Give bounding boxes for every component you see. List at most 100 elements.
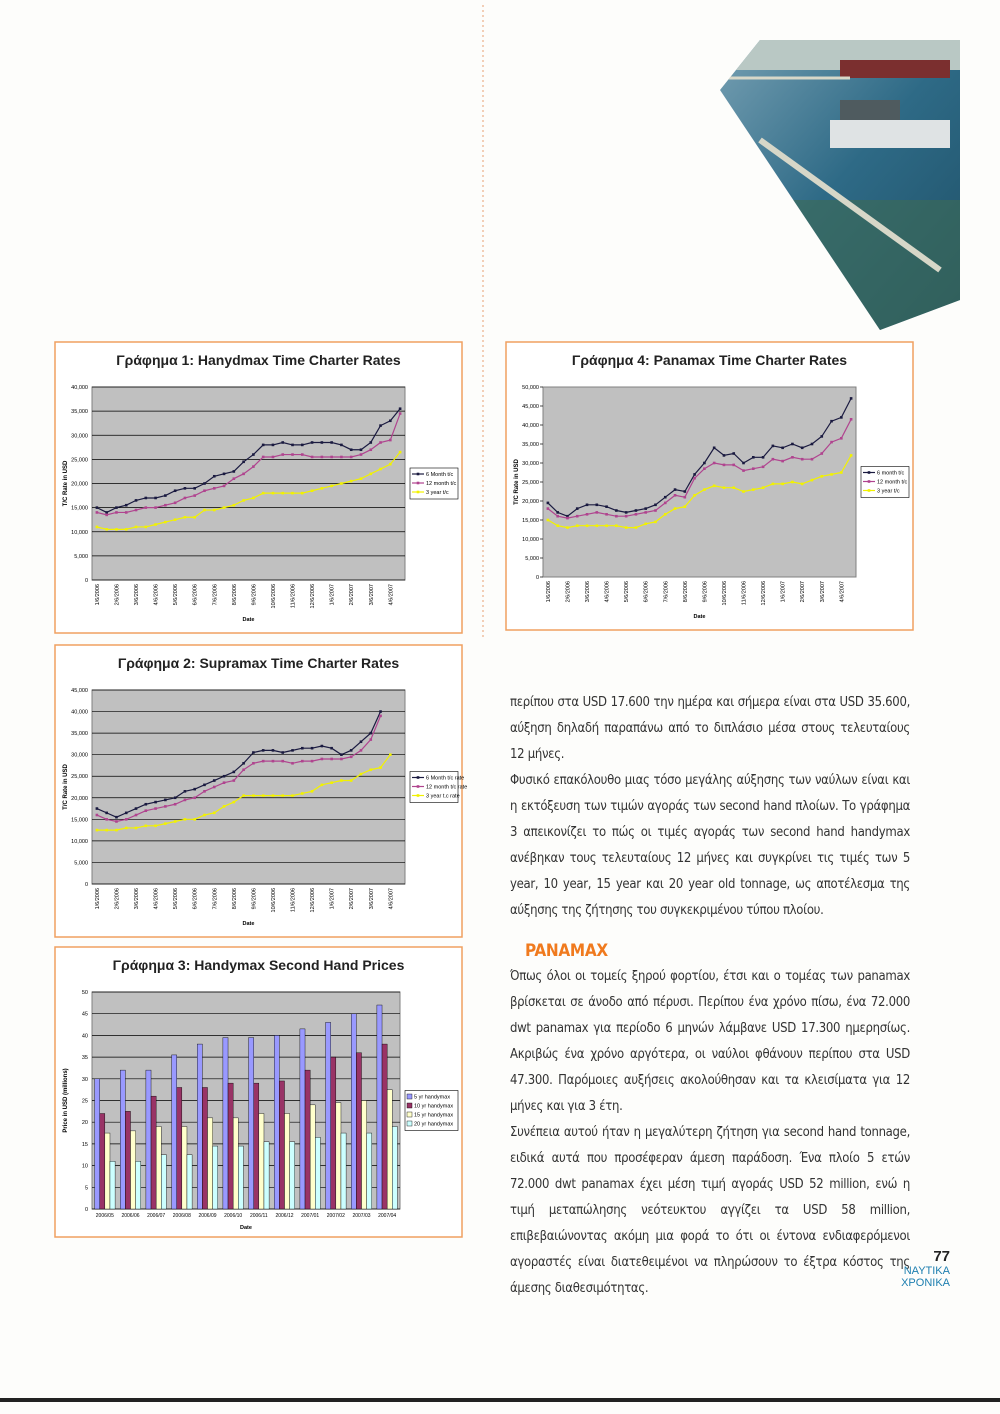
data-point bbox=[389, 462, 392, 466]
data-point bbox=[359, 740, 363, 744]
y-tick-label: 10,000 bbox=[71, 839, 88, 845]
data-point bbox=[585, 513, 589, 516]
series-line bbox=[547, 398, 852, 517]
data-point bbox=[183, 790, 187, 793]
series-line bbox=[547, 419, 852, 519]
bar bbox=[104, 1132, 111, 1210]
data-point bbox=[330, 455, 333, 459]
x-tick-label: 12/6/2006 bbox=[310, 584, 316, 608]
data-point bbox=[164, 822, 167, 825]
y-tick-label: 0 bbox=[536, 575, 539, 581]
legend-label: 12 month t/c rate bbox=[426, 785, 467, 791]
data-point bbox=[203, 783, 206, 787]
data-point bbox=[95, 506, 99, 509]
data-point bbox=[349, 455, 353, 459]
y-tick-label: 20 bbox=[82, 1120, 88, 1126]
data-point bbox=[173, 820, 177, 823]
x-tick-label: 5/6/2006 bbox=[173, 584, 179, 605]
brand: ΝΑΥΤΙΚΑ bbox=[903, 1265, 950, 1277]
data-point bbox=[261, 794, 265, 797]
data-point bbox=[330, 781, 333, 784]
data-point bbox=[379, 710, 382, 713]
x-tick-label: 5/6/2006 bbox=[173, 888, 179, 909]
legend-swatch bbox=[416, 481, 420, 485]
data-point bbox=[595, 503, 599, 507]
data-point bbox=[644, 522, 648, 526]
data-point bbox=[654, 503, 657, 507]
legend-swatch bbox=[867, 471, 871, 474]
data-point bbox=[732, 486, 736, 489]
data-point bbox=[232, 477, 236, 480]
x-tick-label: 2007/01 bbox=[301, 1213, 319, 1219]
data-point bbox=[379, 441, 382, 444]
x-tick-label: 2006/07 bbox=[147, 1213, 165, 1219]
y-axis-title: T/C Rate in USD bbox=[63, 763, 69, 809]
data-point bbox=[281, 441, 285, 444]
y-axis-title: T/C Rate in USD bbox=[63, 460, 69, 506]
x-tick-label: 2006/11 bbox=[250, 1213, 268, 1219]
x-tick-label: 7/6/2006 bbox=[212, 584, 218, 605]
data-point bbox=[546, 507, 550, 510]
x-tick-label: 11/6/2006 bbox=[742, 581, 748, 605]
data-point bbox=[605, 524, 608, 527]
data-point bbox=[771, 482, 775, 486]
data-point bbox=[340, 779, 343, 782]
data-point bbox=[791, 480, 794, 484]
data-point bbox=[359, 453, 363, 456]
data-point bbox=[389, 438, 392, 442]
bar bbox=[392, 1126, 398, 1210]
data-point bbox=[722, 454, 726, 457]
bar bbox=[289, 1141, 295, 1210]
y-axis-title: T/C Rate in USD bbox=[514, 458, 520, 504]
legend-label: 6 Month t/c bbox=[426, 472, 453, 478]
data-point bbox=[830, 473, 833, 476]
x-tick-label: 4/6/2007 bbox=[388, 584, 394, 605]
legend-label: 6 Month t/c rate bbox=[426, 776, 464, 782]
legend-swatch bbox=[406, 1111, 413, 1118]
x-tick-label: 11/6/2006 bbox=[291, 584, 297, 608]
data-point bbox=[203, 489, 206, 493]
data-point bbox=[271, 794, 275, 797]
data-point bbox=[673, 507, 677, 510]
data-point bbox=[252, 761, 255, 765]
bar bbox=[340, 1132, 347, 1210]
legend-swatch bbox=[416, 490, 420, 494]
data-point bbox=[673, 488, 677, 491]
legend-swatch bbox=[406, 1093, 413, 1100]
data-point bbox=[134, 807, 138, 810]
y-tick-label: 50,000 bbox=[522, 385, 539, 391]
data-point bbox=[232, 770, 236, 774]
bar bbox=[171, 1054, 177, 1210]
bar bbox=[130, 1130, 136, 1210]
data-point bbox=[320, 744, 324, 748]
data-point bbox=[340, 753, 343, 756]
footer: 77 ΝΑΥΤΙΚΑ ΧΡΟΝΙΚΑ bbox=[880, 1248, 950, 1289]
data-point bbox=[232, 779, 236, 782]
data-point bbox=[663, 513, 667, 516]
bar bbox=[351, 1013, 357, 1210]
bar bbox=[248, 1037, 254, 1210]
legend-swatch bbox=[867, 489, 871, 492]
paragraph: Όπως όλοι οι τομείς ξηρού φορτίου, έτσι … bbox=[510, 969, 910, 1114]
data-point bbox=[624, 511, 628, 514]
chart: Γράφημα 4: Panamax Time Charter Rates 0 5,… bbox=[505, 341, 914, 631]
data-point bbox=[398, 412, 402, 415]
data-point bbox=[232, 503, 236, 507]
data-point bbox=[330, 441, 333, 444]
x-tick-label: 1/6/2007 bbox=[330, 584, 336, 605]
data-point bbox=[722, 463, 726, 467]
data-point bbox=[115, 815, 118, 819]
legend-frame bbox=[404, 1090, 459, 1131]
data-point bbox=[212, 474, 216, 478]
bar bbox=[155, 1126, 162, 1210]
x-tick-label: 11/6/2006 bbox=[291, 888, 297, 912]
data-point bbox=[771, 444, 775, 448]
y-tick-label: 35,000 bbox=[71, 731, 88, 737]
data-point bbox=[751, 467, 755, 470]
data-point bbox=[575, 514, 579, 518]
data-point bbox=[271, 491, 275, 495]
data-point bbox=[144, 506, 148, 509]
x-tick-label: 6/6/2006 bbox=[193, 584, 199, 605]
data-point bbox=[271, 759, 275, 763]
section-heading: PANAMAX bbox=[525, 941, 608, 961]
